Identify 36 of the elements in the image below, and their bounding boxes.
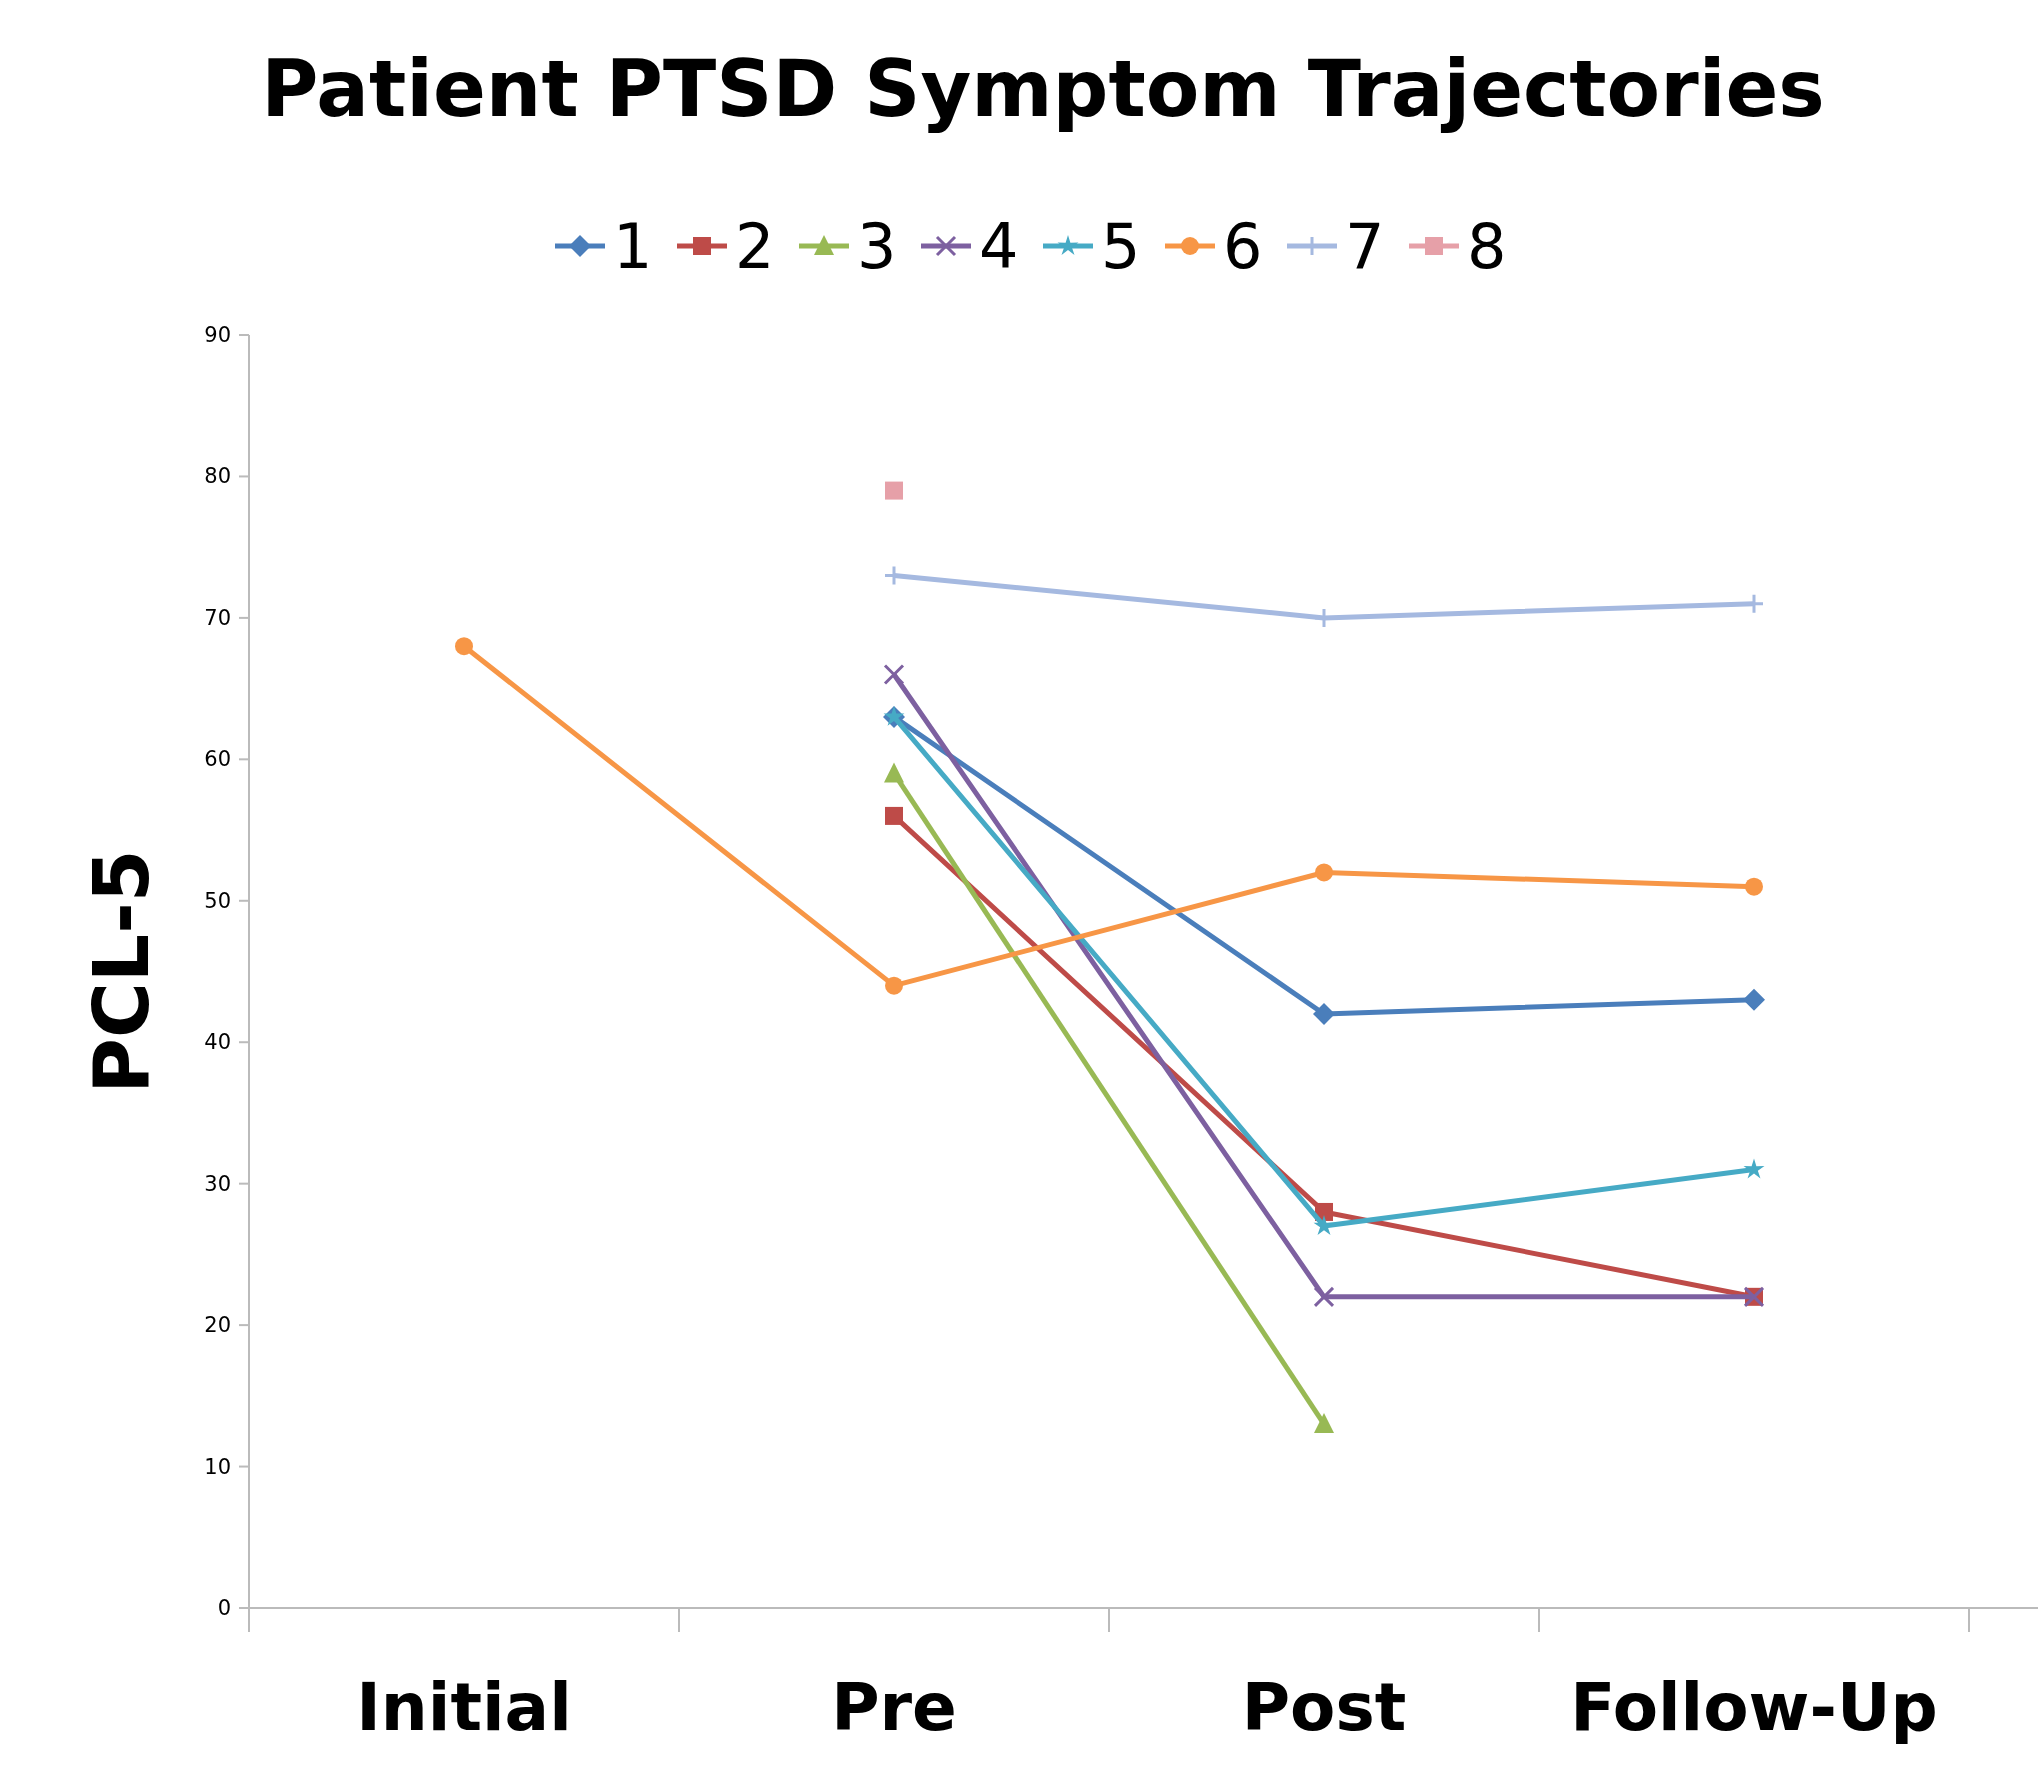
legend-label: 2 [735, 210, 775, 283]
point [1743, 1158, 1765, 1179]
y-tick-label: 70 [204, 605, 231, 630]
point [885, 806, 903, 825]
legend-label: 4 [979, 210, 1019, 283]
y-tick-label: 20 [204, 1313, 231, 1338]
point [1313, 1002, 1335, 1025]
x-tick-label: Follow-Up [1570, 1669, 1938, 1746]
chart-title: Patient PTSD Symptom Trajectories [261, 44, 1825, 134]
y-tick-label: 80 [204, 464, 231, 489]
point [1315, 863, 1333, 882]
y-tick-label: 0 [217, 1596, 231, 1620]
legend-label: 5 [1101, 210, 1141, 283]
legend-label: 7 [1345, 210, 1385, 283]
point [1313, 1215, 1335, 1235]
y-tick-label: 30 [204, 1171, 231, 1196]
legend-label: 8 [1467, 210, 1507, 283]
y-tick-label: 60 [204, 747, 231, 772]
y-tick-label: 10 [204, 1454, 231, 1479]
point [1745, 877, 1763, 896]
y-tick-label: 50 [204, 888, 231, 913]
point [455, 637, 473, 656]
point [883, 663, 905, 685]
point [1313, 1286, 1335, 1308]
x-tick-label: Post [1241, 1669, 1407, 1746]
point [1743, 988, 1765, 1011]
point [885, 481, 903, 500]
x-tick-label: Pre [831, 1669, 957, 1746]
legend-label: 3 [857, 210, 897, 283]
y-tick-label: 40 [204, 1030, 231, 1055]
x-tick-label: Initial [356, 1669, 572, 1746]
point [885, 976, 903, 995]
y-tick-label: 90 [204, 323, 231, 347]
legend-label: 6 [1223, 210, 1263, 283]
y-axis-title: PCL-5 [77, 849, 166, 1094]
legend-label: 1 [613, 210, 653, 283]
